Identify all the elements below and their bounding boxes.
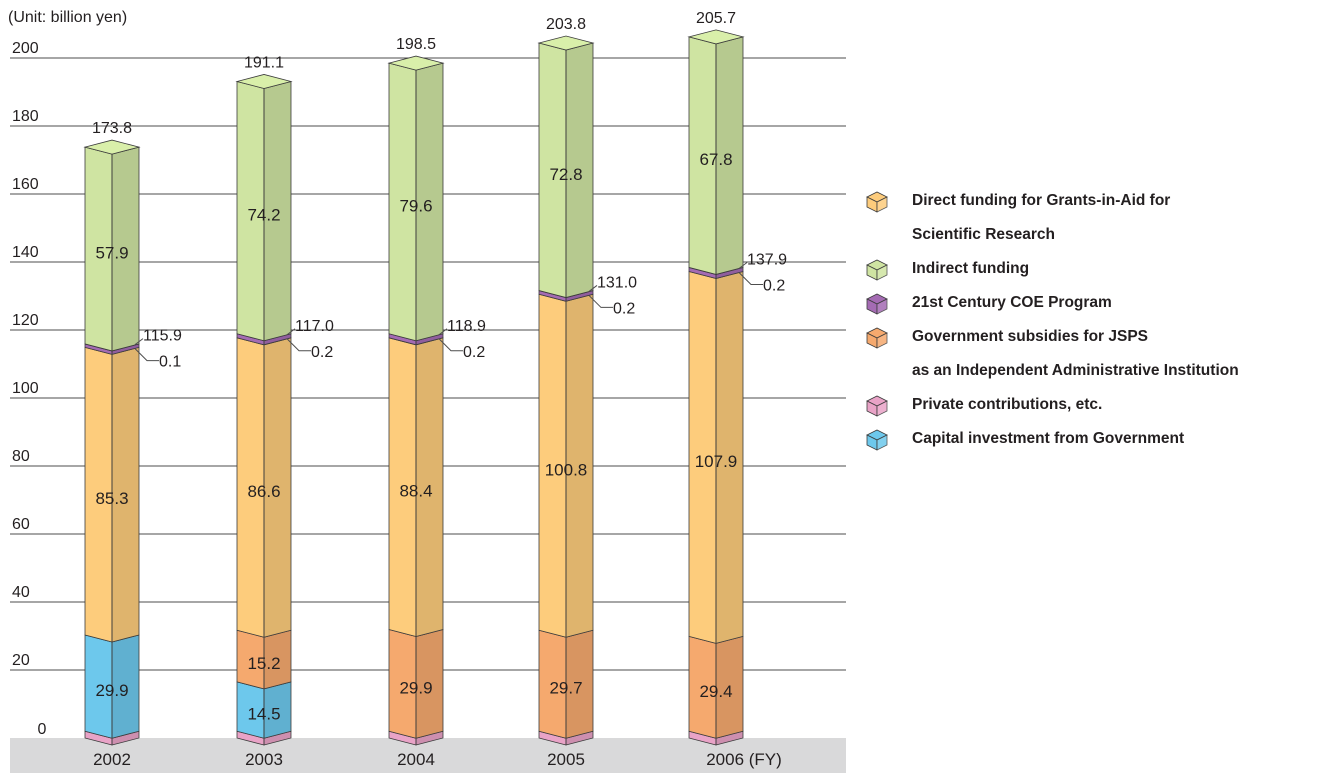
leader-line: [738, 272, 763, 285]
y-tick-label: 100: [12, 380, 39, 397]
segment-label: 88.4: [399, 482, 432, 501]
segment-label: 14.5: [247, 705, 280, 724]
segment-label: 100.8: [545, 460, 588, 479]
cube-icon: [866, 429, 888, 451]
legend-item: Government subsidies for JSPS as an Indep…: [866, 320, 1326, 388]
legend-label: Government subsidies for JSPS: [912, 328, 1149, 345]
bar-top-cap: [387, 55, 445, 71]
y-tick-label: 200: [12, 40, 39, 57]
bar-top-cap: [687, 29, 745, 45]
legend-item: Capital investment from Government: [866, 422, 1326, 456]
legend: Direct funding for Grants-in-Aid for Scie…: [866, 184, 1326, 456]
bar-top-cap: [537, 35, 595, 51]
bar-2003: [235, 74, 293, 746]
legend-label: Private contributions, etc.: [912, 396, 1103, 413]
bar-2002: [83, 139, 141, 746]
y-tick-label: 20: [12, 652, 30, 669]
legend-label: 21st Century COE Program: [912, 294, 1112, 311]
x-tick-label: 2004: [397, 750, 435, 769]
x-tick-label: 2005: [547, 750, 585, 769]
segment-label: 67.8: [699, 150, 732, 169]
segment-label: 74.2: [247, 206, 280, 225]
x-axis-band: [10, 738, 846, 773]
total-label: 203.8: [546, 16, 586, 33]
leader-line: [134, 338, 144, 346]
subtotal-label: 115.9: [143, 328, 182, 345]
segment-label: 0.2: [311, 344, 333, 361]
segment-label: 86.6: [247, 482, 280, 501]
subtotal-label: 117.0: [295, 318, 334, 335]
leader-line: [286, 338, 311, 352]
segment-label: 29.9: [399, 678, 432, 697]
cube-icon: [866, 327, 888, 349]
subtotal-label: 118.9: [447, 318, 486, 335]
leader-line: [438, 338, 463, 352]
legend-label: Scientific Research: [912, 226, 1056, 243]
legend-label: Capital investment from Government: [912, 430, 1185, 447]
y-tick-label: 40: [12, 584, 30, 601]
cube-icon: [866, 293, 888, 315]
x-tick-label: 2006 (FY): [706, 750, 782, 769]
total-label: 173.8: [92, 120, 132, 137]
segment-label: 85.3: [95, 489, 128, 508]
subtotal-label: 131.0: [597, 274, 637, 291]
segment-label: 29.9: [95, 681, 128, 700]
y-tick-label: 160: [12, 176, 39, 193]
cube-icon: [866, 259, 888, 281]
bar-2004: [387, 55, 445, 746]
legend-label: Indirect funding: [912, 260, 1030, 277]
x-tick-label: 2002: [93, 750, 131, 769]
legend-label: Direct funding for Grants-in-Aid for: [912, 192, 1171, 209]
segment-label: 29.4: [699, 682, 732, 701]
segment-label: 29.7: [549, 679, 582, 698]
total-label: 205.7: [696, 10, 736, 27]
total-label: 191.1: [244, 54, 284, 71]
total-label: 198.5: [396, 36, 436, 53]
cube-icon: [866, 395, 888, 417]
y-tick-label: 140: [12, 244, 39, 261]
y-tick-label: 180: [12, 108, 39, 125]
leader-line: [134, 348, 159, 362]
subtotal-label: 137.9: [747, 251, 787, 268]
legend-item: Private contributions, etc.: [866, 388, 1326, 422]
leader-line: [286, 328, 296, 336]
bar-top-cap: [83, 139, 141, 155]
y-tick-label: 0: [38, 721, 47, 738]
unit-label: (Unit: billion yen): [8, 9, 127, 26]
segment-label: 0.2: [763, 277, 785, 294]
bar-2005: [537, 35, 595, 746]
legend-item: Direct funding for Grants-in-Aid for Scie…: [866, 184, 1326, 252]
leader-line: [738, 262, 748, 269]
leader-line: [588, 285, 598, 292]
segment-label: 57.9: [95, 244, 128, 263]
bar-top-cap: [235, 74, 293, 89]
leader-line: [588, 295, 613, 308]
legend-label: as an Independent Administrative Institu…: [912, 362, 1239, 379]
segment-label: 15.2: [247, 654, 280, 673]
cube-icon: [866, 191, 888, 213]
legend-item: Indirect funding: [866, 252, 1326, 286]
leader-line: [438, 328, 448, 336]
segment-label: 0.2: [463, 344, 485, 361]
y-tick-label: 60: [12, 516, 30, 533]
segment-label: 0.1: [159, 354, 181, 371]
legend-item: 21st Century COE Program: [866, 286, 1326, 320]
segment-label: 72.8: [549, 165, 582, 184]
segment-label: 79.6: [399, 196, 432, 215]
bar-2006: [687, 29, 745, 746]
y-tick-label: 80: [12, 448, 30, 465]
y-tick-label: 120: [12, 312, 39, 329]
segment-label: 107.9: [695, 452, 738, 471]
segment-label: 0.2: [613, 300, 635, 317]
x-tick-label: 2003: [245, 750, 283, 769]
